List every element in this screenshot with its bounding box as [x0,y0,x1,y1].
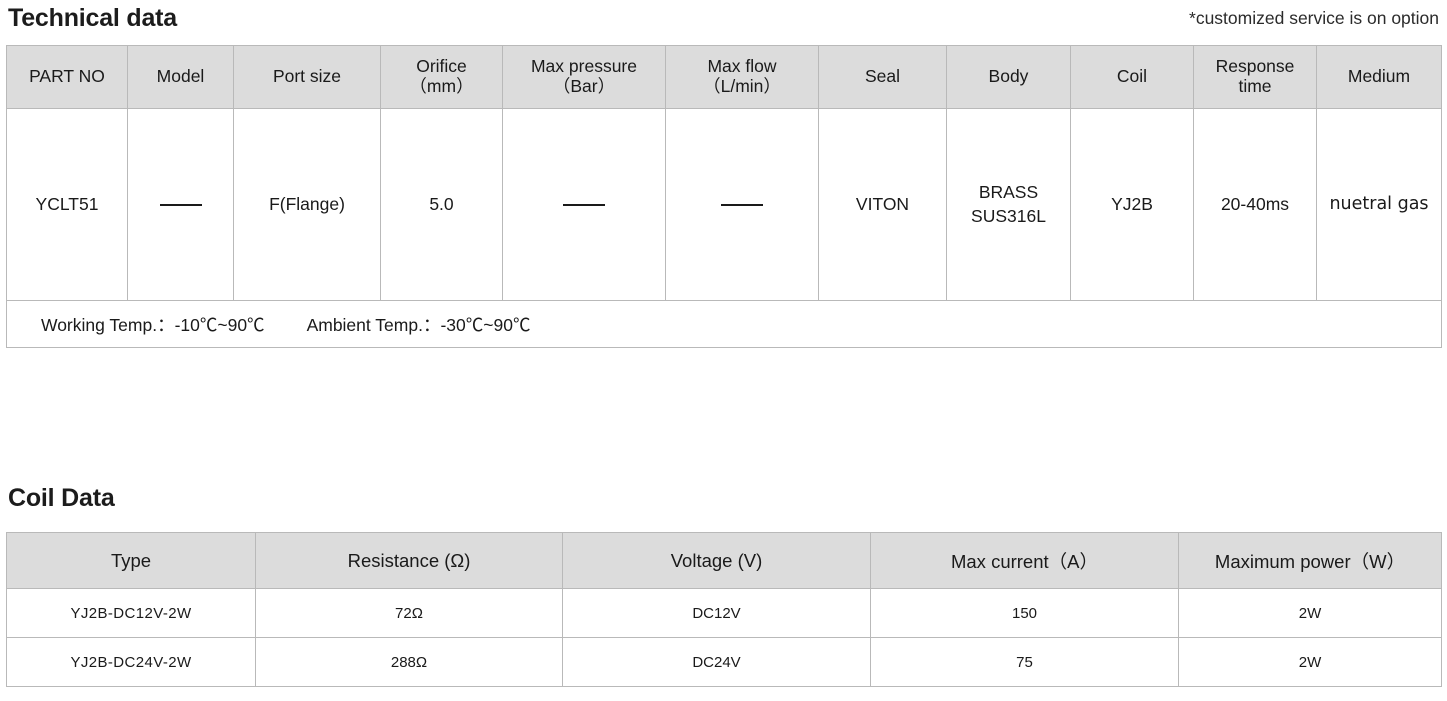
technical-table-body: YCLT51 F(Flange) 5.0 VITON BRASS SUS316L… [6,108,1442,348]
col-port-size: Port size [233,45,381,109]
cell-temperature: Working Temp.：-10℃~90℃ Ambient Temp.：-30℃… [6,300,1442,348]
cell-resistance: 288Ω [255,637,563,687]
temperature-row: Working Temp.：-10℃~90℃ Ambient Temp.：-30℃… [6,300,1442,348]
col-model-label: Model [156,66,205,87]
col-part-no-label: PART NO [29,66,105,87]
technical-table-header: PART NO Model Port size Orifice （mm） Max… [6,45,1442,109]
cell-seal: VITON [818,108,947,301]
col-seal: Seal [818,45,947,109]
cell-max-pressure [502,108,666,301]
col-type: Type [6,532,256,589]
cell-max-current: 75 [870,637,1179,687]
col-medium: Medium [1316,45,1442,109]
col-seal-label: Seal [864,66,901,87]
cell-max-current: 150 [870,588,1179,638]
col-response-time-label-2: time [1238,76,1272,96]
col-max-flow-label: Max flow [707,56,777,77]
table-row: YCLT51 F(Flange) 5.0 VITON BRASS SUS316L… [6,108,1442,301]
cell-max-flow [665,108,819,301]
col-part-no: PART NO [6,45,128,109]
technical-data-title: Technical data [8,4,178,32]
col-maximum-power: Maximum power（W） [1178,532,1442,589]
cell-part-no: YCLT51 [6,108,128,301]
technical-data-table: PART NO Model Port size Orifice （mm） Max… [6,45,1442,348]
col-orifice-label: Orifice [416,56,467,77]
customized-service-note: *customized service is on option [1189,8,1439,28]
cell-response-time: 20-40ms [1193,108,1317,301]
table-row: YJ2B-DC12V-2W 72Ω DC12V 150 2W [6,588,1442,638]
cell-body-line-1: BRASS [978,181,1039,202]
coil-data-table: Type Resistance (Ω) Voltage (V) Max curr… [6,532,1442,687]
ambient-temp-value: -30℃~90℃ [440,314,531,335]
col-max-pressure-label: Max pressure [530,56,637,77]
cell-coil: YJ2B [1070,108,1194,301]
cell-medium: nuetral gas [1316,108,1442,301]
coil-table-body: YJ2B-DC12V-2W 72Ω DC12V 150 2W YJ2B-DC24… [6,588,1442,687]
working-temp-label: Working Temp.： [41,314,175,335]
col-orifice-unit: （mm） [409,76,474,96]
table-header-row: Type Resistance (Ω) Voltage (V) Max curr… [6,532,1442,589]
col-orifice: Orifice （mm） [380,45,503,109]
cell-port-size: F(Flange) [233,108,381,301]
cell-type: YJ2B-DC24V-2W [6,637,256,687]
col-response-time-label-1: Response [1215,56,1295,77]
col-max-pressure: Max pressure （Bar） [502,45,666,109]
col-max-flow: Max flow （L/min） [665,45,819,109]
cell-max-power: 2W [1178,588,1442,638]
col-coil-label: Coil [1116,66,1148,87]
col-coil: Coil [1070,45,1194,109]
col-response-time: Response time [1193,45,1317,109]
col-voltage: Voltage (V) [562,532,871,589]
cell-type: YJ2B-DC12V-2W [6,588,256,638]
col-body: Body [946,45,1071,109]
coil-table-header: Type Resistance (Ω) Voltage (V) Max curr… [6,532,1442,589]
cell-model [127,108,234,301]
col-max-flow-unit: （L/min） [703,76,781,96]
col-max-pressure-unit: （Bar） [552,76,616,96]
col-model: Model [127,45,234,109]
em-dash-icon [721,204,763,207]
coil-data-title: Coil Data [8,484,115,512]
em-dash-icon [563,204,605,207]
col-medium-label: Medium [1347,66,1411,87]
em-dash-icon [159,204,202,207]
cell-resistance: 72Ω [255,588,563,638]
cell-orifice: 5.0 [380,108,503,301]
col-max-current: Max current（A） [870,532,1179,589]
col-body-label: Body [988,66,1029,87]
cell-voltage: DC24V [562,637,871,687]
cell-voltage: DC12V [562,588,871,638]
ambient-temp-label: Ambient Temp.： [306,314,441,335]
col-port-size-label: Port size [272,66,342,87]
cell-body: BRASS SUS316L [946,108,1071,301]
cell-body-line-2: SUS316L [971,205,1046,226]
table-row: YJ2B-DC24V-2W 288Ω DC24V 75 2W [6,637,1442,687]
cell-max-power: 2W [1178,637,1442,687]
col-resistance: Resistance (Ω) [255,532,563,589]
working-temp-value: -10℃~90℃ [174,314,265,335]
table-header-row: PART NO Model Port size Orifice （mm） Max… [6,45,1442,109]
